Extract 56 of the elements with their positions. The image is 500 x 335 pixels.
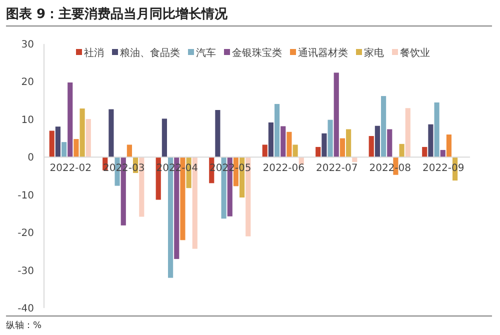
bar xyxy=(162,118,167,158)
bar xyxy=(428,124,434,158)
bar xyxy=(55,126,60,158)
bar xyxy=(80,108,85,158)
bar xyxy=(352,157,358,162)
bar xyxy=(380,96,386,158)
legend-label: 汽车 xyxy=(196,47,216,59)
legend-label: 社消 xyxy=(84,47,104,59)
y-tick-label: -40 xyxy=(18,304,34,314)
bar xyxy=(446,134,452,158)
bar xyxy=(74,139,79,158)
legend-label: 粮油、食品类 xyxy=(120,47,180,59)
bar xyxy=(346,129,352,158)
legend-label: 金银珠宝类 xyxy=(232,47,282,59)
bar xyxy=(280,126,286,158)
y-tick-label: -20 xyxy=(18,228,34,240)
bar xyxy=(286,132,292,158)
bar xyxy=(108,109,114,158)
bar xyxy=(126,144,132,158)
x-tick-label: 2022-04 xyxy=(156,163,198,174)
bar xyxy=(334,72,339,158)
y-tick-label: 20 xyxy=(21,77,34,88)
bar xyxy=(262,144,268,158)
bar xyxy=(387,129,392,158)
bar xyxy=(399,144,404,158)
bar xyxy=(61,142,67,158)
bar xyxy=(316,146,321,158)
x-tick-label: 2022-02 xyxy=(50,163,92,174)
bar xyxy=(340,138,346,158)
bar xyxy=(374,126,380,158)
bar xyxy=(49,130,54,158)
bar xyxy=(422,146,428,158)
bar xyxy=(434,102,440,158)
x-tick-label: 2022-06 xyxy=(262,163,305,174)
bar xyxy=(274,104,280,158)
bar xyxy=(215,110,220,158)
y-tick-label: 0 xyxy=(28,152,34,164)
bar xyxy=(368,136,374,158)
bar xyxy=(86,119,91,158)
bar xyxy=(405,108,410,158)
text: 纵轴：% xyxy=(6,320,42,331)
y-tick-label: 30 xyxy=(21,40,34,50)
bar xyxy=(68,82,73,158)
legend-label: 餐饮业 xyxy=(400,47,430,59)
bar xyxy=(268,122,274,158)
bar xyxy=(292,144,298,158)
y-tick-label: -30 xyxy=(18,266,34,277)
bar xyxy=(328,120,333,158)
y-tick-label: 10 xyxy=(21,114,34,126)
x-tick-label: 2022-05 xyxy=(209,163,252,174)
y-tick-label: -10 xyxy=(18,190,34,202)
x-tick-label: 2022-07 xyxy=(316,163,358,174)
legend-label: 通讯器材类 xyxy=(298,47,348,59)
legend-label: 家电 xyxy=(364,47,384,59)
chart-title: 图表 9：主要消费品当月同比增长情况 xyxy=(6,6,229,22)
bar xyxy=(322,133,327,158)
